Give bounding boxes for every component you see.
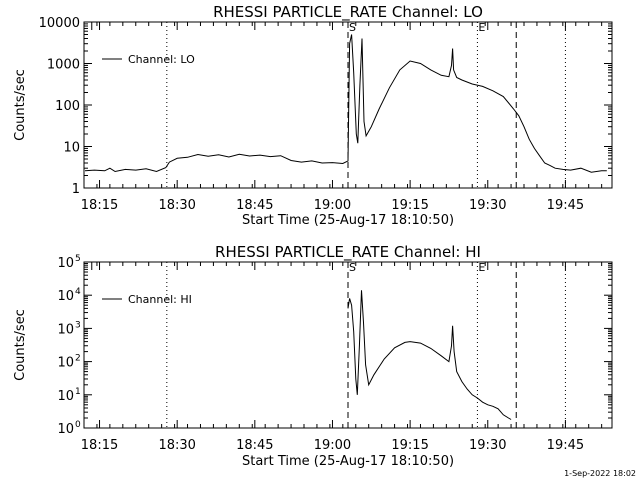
- chart-title: RHESSI PARTICLE_RATE Channel: LO: [213, 3, 483, 22]
- y-tick-label: 10: [57, 356, 74, 371]
- x-tick-label: 19:15: [391, 198, 428, 213]
- x-tick-label: 19:15: [391, 438, 428, 453]
- event-marker-label: S: [349, 21, 356, 34]
- legend-entry: Channel: LO: [128, 53, 195, 66]
- y-tick-label: 100: [55, 99, 80, 114]
- y-tick-label: 1: [72, 182, 80, 197]
- y-tick-label: 10000: [39, 16, 80, 31]
- y-tick-label: 10: [57, 256, 74, 271]
- footer-date: 1-Sep-2022 18:02: [564, 469, 636, 478]
- x-tick-label: 18:45: [236, 438, 273, 453]
- y-axis-label: Counts/sec: [13, 309, 28, 381]
- y-tick-label: 1000: [47, 58, 80, 73]
- x-tick-label: 19:00: [314, 438, 351, 453]
- y-tick-exponent: 3: [75, 320, 81, 330]
- x-tick-label: 19:30: [469, 438, 506, 453]
- hi-channel-plot: RHESSI PARTICLE_RATE Channel: HI Start Ti…: [13, 243, 613, 469]
- lo-channel-plot: RHESSI PARTICLE_RATE Channel: LO Start Ti…: [13, 3, 613, 228]
- x-tick-label: 19:45: [547, 438, 584, 453]
- series-line: [84, 34, 607, 173]
- x-tick-label: 18:30: [158, 438, 195, 453]
- legend-entry: Channel: HI: [128, 293, 192, 306]
- x-axis-label: Start Time (25-Aug-17 18:10:50): [242, 213, 454, 228]
- y-tick-exponent: 5: [75, 254, 81, 264]
- x-tick-label: 18:15: [81, 438, 118, 453]
- x-tick-label: 19:45: [547, 198, 584, 213]
- x-tick-label: 18:15: [81, 198, 118, 213]
- y-tick-label: 10: [63, 141, 80, 156]
- y-tick-label: 10: [57, 322, 74, 337]
- event-marker-label: S: [349, 261, 356, 274]
- x-axis-label: Start Time (25-Aug-17 18:10:50): [242, 454, 454, 469]
- chart-title: RHESSI PARTICLE_RATE Channel: HI: [215, 243, 481, 262]
- series-line: [347, 290, 512, 420]
- y-tick-exponent: 1: [75, 387, 81, 397]
- event-marker-label: E: [478, 261, 485, 274]
- y-tick-label: 10: [57, 389, 74, 404]
- x-tick-label: 18:45: [236, 198, 273, 213]
- event-marker-label: E: [478, 21, 485, 34]
- x-tick-label: 18:30: [158, 198, 195, 213]
- y-tick-label: 10: [57, 422, 74, 437]
- x-tick-label: 19:00: [314, 198, 351, 213]
- y-tick-exponent: 4: [75, 287, 81, 297]
- y-axis-label: Counts/sec: [13, 69, 28, 141]
- y-tick-label: 10: [57, 289, 74, 304]
- y-tick-exponent: 2: [75, 354, 81, 364]
- y-tick-exponent: 0: [75, 420, 81, 430]
- x-tick-label: 19:30: [469, 198, 506, 213]
